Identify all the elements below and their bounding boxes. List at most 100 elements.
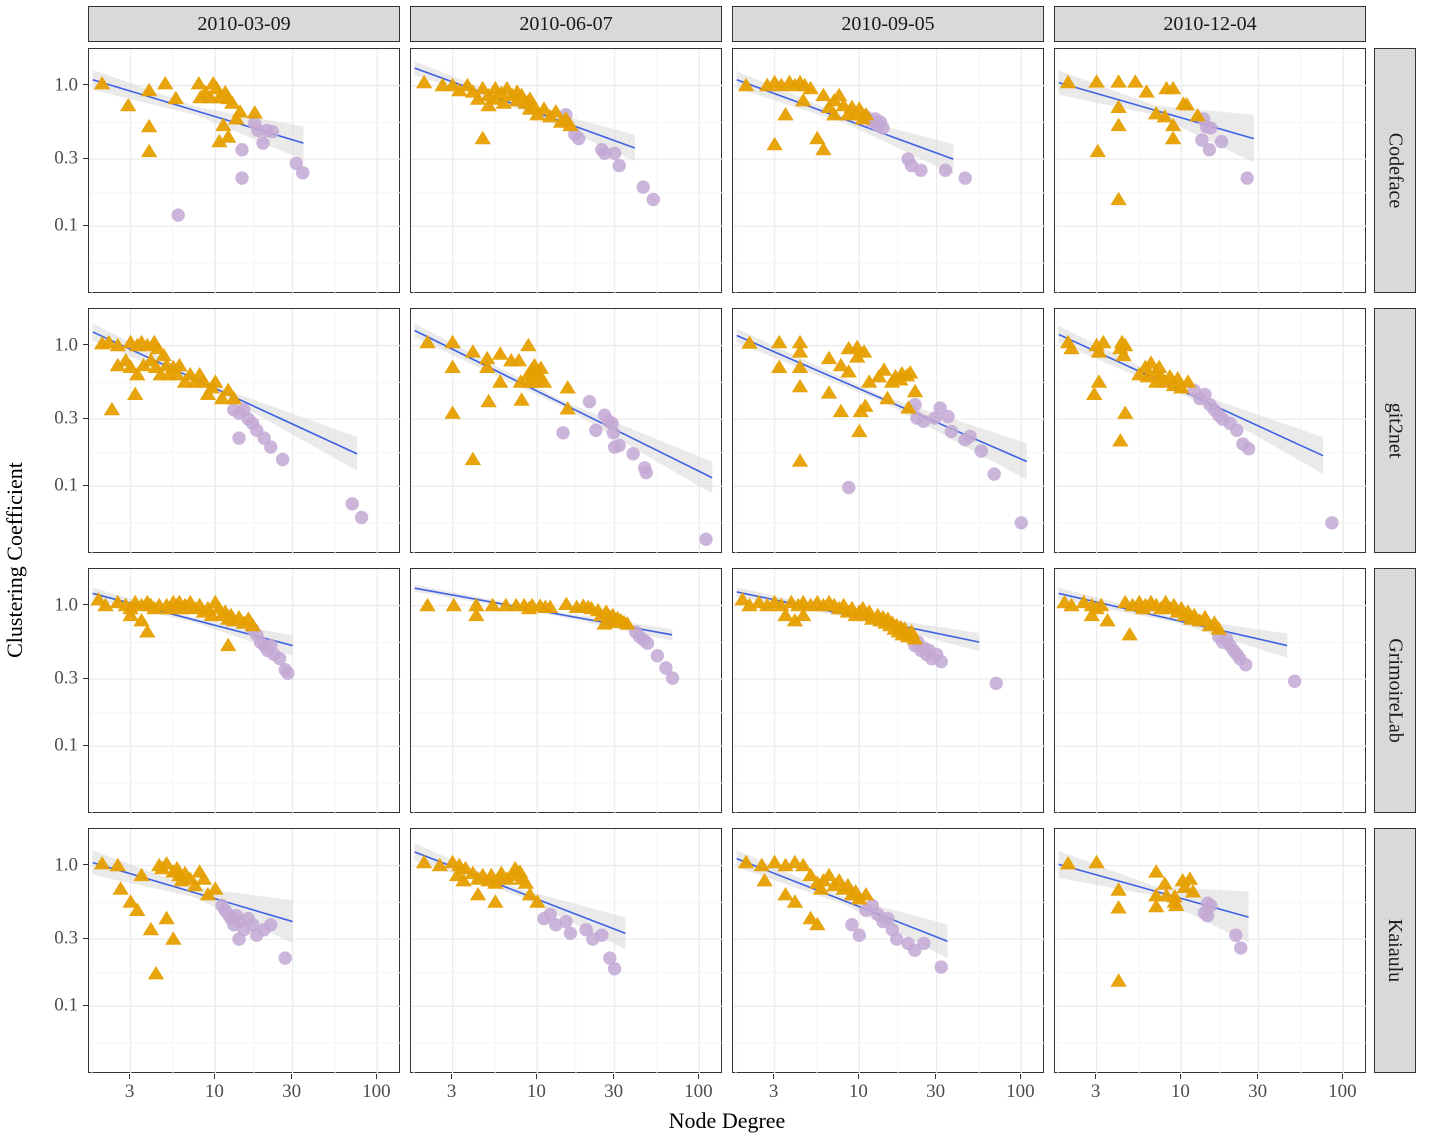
triangle-point	[122, 607, 139, 622]
facet-panel-canvas	[89, 829, 401, 1074]
triangle-point	[419, 334, 436, 349]
y-tick-label: 0.3	[54, 667, 78, 689]
triangle-point	[791, 344, 809, 358]
circle-point	[699, 532, 713, 546]
triangle-point	[820, 385, 838, 399]
circle-point	[345, 497, 359, 511]
triangle-point	[815, 141, 832, 156]
triangle-point	[1063, 340, 1080, 355]
triangle-point	[832, 357, 850, 372]
circle-point	[563, 926, 578, 940]
triangle-point	[1168, 897, 1185, 912]
facet-panel-git2net-2010-09-05	[732, 308, 1045, 554]
triangle-point	[112, 881, 129, 895]
facet-row-strip-label: Kaiaulu	[1384, 918, 1407, 983]
x-tick-label: 100	[1006, 1081, 1035, 1102]
triangle-point	[165, 931, 182, 945]
triangle-point	[1151, 359, 1168, 373]
triangle-point	[1112, 433, 1129, 447]
triangle-point	[870, 369, 888, 383]
circle-point	[264, 440, 278, 454]
triangle-point	[195, 374, 213, 388]
triangle-point	[1189, 108, 1206, 122]
triangle-point	[495, 95, 512, 109]
triangle-point	[220, 637, 237, 652]
triangle-point	[147, 966, 165, 980]
triangle-point	[902, 365, 919, 379]
triangle-point	[468, 607, 485, 622]
triangle-point	[431, 857, 448, 872]
triangle-point	[1117, 405, 1134, 419]
triangle-point	[786, 613, 804, 627]
triangle-point	[140, 118, 158, 133]
y-axis-title: Clustering Coefficient	[2, 462, 27, 658]
x-tick-label: 30	[926, 1081, 946, 1102]
triangle-point	[190, 76, 207, 90]
triangle-point	[120, 97, 137, 112]
triangle-point	[155, 347, 172, 362]
y-tick-mark	[83, 157, 88, 159]
triangle-point	[737, 854, 755, 869]
triangle-point	[851, 891, 868, 905]
triangle-point	[97, 597, 114, 612]
triangle-point	[812, 881, 830, 895]
circle-point	[1287, 674, 1302, 688]
triangle-point	[855, 344, 873, 358]
facet-panel-git2net-2010-03-09	[88, 308, 401, 554]
triangle-point	[906, 383, 924, 398]
triangle-point	[1115, 347, 1132, 362]
circle-point	[559, 914, 573, 929]
x-tick-mark	[375, 1074, 377, 1079]
triangle-point	[1099, 613, 1116, 627]
y-tick-mark	[83, 677, 88, 679]
trend-line	[414, 329, 713, 479]
facet-panel-canvas	[411, 829, 723, 1074]
triangle-point	[487, 894, 504, 908]
confidence-ribbon	[1058, 70, 1254, 163]
facet-panel-Kaiaulu-2010-06-07	[410, 828, 723, 1074]
x-tick-label: 30	[1248, 1081, 1268, 1102]
circle-point	[606, 426, 621, 440]
triangle-point	[109, 337, 126, 352]
circle-point	[974, 444, 988, 458]
circle-point	[607, 146, 622, 160]
triangle-point	[795, 857, 812, 872]
triangle-point	[517, 875, 535, 889]
triangle-point	[158, 856, 175, 870]
triangle-point	[444, 334, 461, 349]
circle-point	[543, 907, 557, 922]
circle-point	[636, 180, 650, 194]
triangle-point	[109, 357, 126, 372]
x-tick-mark	[291, 1074, 293, 1079]
triangle-point	[1088, 74, 1105, 88]
triangle-point	[93, 76, 111, 90]
triangle-point	[457, 860, 474, 875]
triangle-point	[879, 390, 896, 405]
triangle-point	[795, 607, 812, 622]
circle-point	[589, 423, 603, 437]
facet-row-strip-label: GrimoireLab	[1384, 638, 1407, 743]
x-tick-label: 3	[446, 1081, 457, 1102]
y-tick-label: 0.3	[54, 927, 78, 949]
circle-point	[289, 156, 303, 171]
circle-point	[354, 510, 369, 525]
facet-panel-canvas	[733, 569, 1045, 814]
x-tick-label: 30	[604, 1081, 624, 1102]
triangle-point	[815, 87, 832, 102]
circle-point	[1195, 133, 1209, 147]
triangle-point	[1110, 99, 1127, 113]
circle-point	[881, 911, 895, 926]
facet-panel-canvas	[411, 569, 723, 814]
triangle-point	[158, 910, 175, 925]
triangle-point	[1117, 337, 1134, 352]
triangle-point	[766, 854, 783, 869]
facet-column-strip: 2010-09-05	[732, 6, 1044, 42]
facet-panel-Codeface-2010-12-04	[1054, 48, 1367, 294]
triangle-point	[562, 117, 579, 132]
triangle-point	[228, 111, 245, 125]
facet-panel-canvas	[411, 309, 723, 554]
facet-panel-canvas	[89, 569, 401, 814]
circle-point	[1241, 442, 1256, 456]
facet-panel-Kaiaulu-2010-12-04	[1054, 828, 1367, 1074]
triangle-point	[195, 871, 213, 885]
